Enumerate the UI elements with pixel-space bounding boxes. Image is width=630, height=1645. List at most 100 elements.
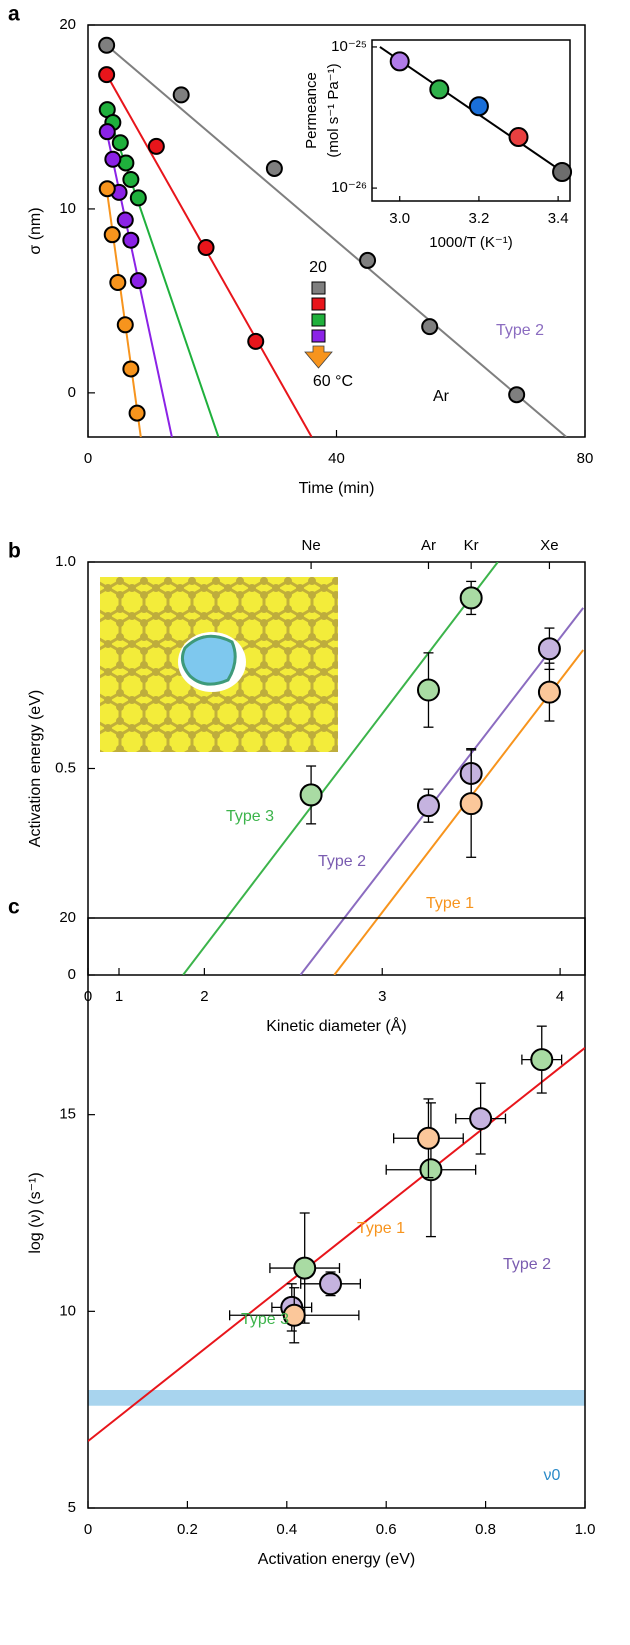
data-point [468,96,489,117]
data-point [111,134,129,152]
annotation: Type 3 [241,1311,289,1328]
y-tick-label: 20 [59,16,76,33]
legend-swatch [311,281,326,295]
y-tick-label: 20 [59,909,76,926]
data-point [172,86,190,104]
y-axis-label: Activation energy (eV) [27,690,44,847]
data-point [247,332,265,350]
data-point [129,272,147,290]
data-point [537,680,561,704]
annotation: Type 3 [226,808,274,825]
pore-image [100,577,338,752]
data-point [459,586,483,610]
y-tick-label: 1.0 [55,553,76,570]
top-tick-label: Kr [464,537,479,554]
y-axis-label: (mol s⁻¹ Pa⁻¹) [325,63,342,157]
nu0-band [88,1390,585,1406]
data-point [508,127,529,148]
x-tick-label: 80 [577,450,594,467]
x-axis-label: Kinetic diameter (Å) [266,1016,407,1035]
legend-swatch [311,329,326,343]
x-tick-label: 1.0 [575,1521,596,1538]
panel-label: b [8,540,21,563]
data-point [197,239,215,257]
data-point [359,251,377,269]
x-tick-label: 0 [84,450,92,467]
annotation: ν0 [544,1467,561,1484]
panel-label: c [8,896,20,919]
x-tick-label: 0.4 [276,1521,297,1538]
x-tick-label: 0.6 [376,1521,397,1538]
fit-line [182,562,499,975]
fit-line [88,1047,585,1442]
y-tick-label: 0 [68,966,76,983]
data-point [128,404,146,422]
x-tick-label: 0 [84,1521,92,1538]
y-tick-label: 0 [68,384,76,401]
data-point [122,360,140,378]
data-point [98,66,116,84]
y-tick-label: 0.5 [55,759,76,776]
data-point [319,1272,343,1296]
fit-line [299,607,585,975]
data-point [293,1256,317,1280]
data-point [416,1126,440,1150]
data-point [122,171,140,188]
x-axis-label: Time (min) [299,480,375,497]
data-point [419,1158,443,1182]
x-axis-label: 1000/T (K⁻¹) [429,234,513,251]
y-axis-label: Permeance [303,72,320,149]
top-tick-label: Ne [301,537,320,554]
data-point [147,137,165,155]
panel-label: a [8,3,20,26]
x-axis-label: Activation energy (eV) [258,1551,415,1568]
data-point [116,211,134,229]
annotation: Type 2 [318,853,366,870]
annotation: Type 1 [357,1220,405,1237]
data-point [129,189,147,207]
annotation: Type 2 [503,1256,551,1273]
plot-frame [371,39,571,202]
data-point [104,150,122,168]
y-tick-label: 10 [59,1302,76,1319]
data-point [429,79,450,100]
fit-line [333,649,585,975]
x-tick-label: 0.8 [475,1521,496,1538]
x-tick-label: 4 [556,988,564,1005]
data-point [552,162,573,183]
data-point [508,386,526,404]
annotation: Type 1 [426,895,474,912]
data-point [530,1048,554,1072]
x-tick-label: 3.2 [468,210,489,227]
x-tick-label: 3 [378,988,386,1005]
x-tick-label: 2 [200,988,208,1005]
data-point [537,637,561,661]
y-tick-label: 10⁻²⁵ [331,38,367,55]
y-axis-label: σ (nm) [27,207,44,254]
data-point [421,318,439,336]
top-tick-label: Ar [421,537,436,554]
data-point [116,316,134,334]
data-point [469,1107,493,1131]
x-tick-label: 40 [328,450,345,467]
legend-bottom: 60 °C [313,373,353,390]
data-point [122,231,140,249]
data-point [299,783,323,807]
data-point [416,678,440,702]
legend-swatch [311,297,326,311]
y-tick-label: 15 [59,1106,76,1123]
x-tick-label: 0.2 [177,1521,198,1538]
x-tick-label: 3.0 [389,210,410,227]
annotation: Type 2 [496,322,544,339]
data-point [109,274,127,291]
data-point [98,180,116,198]
data-point [98,36,116,54]
y-tick-label: 5 [68,1499,76,1516]
data-point [265,159,283,177]
legend-top: 20 [309,259,327,276]
data-point [98,123,116,141]
data-point [416,794,440,818]
x-tick-label: 3.4 [548,210,569,227]
y-tick-label: 10 [59,200,76,217]
